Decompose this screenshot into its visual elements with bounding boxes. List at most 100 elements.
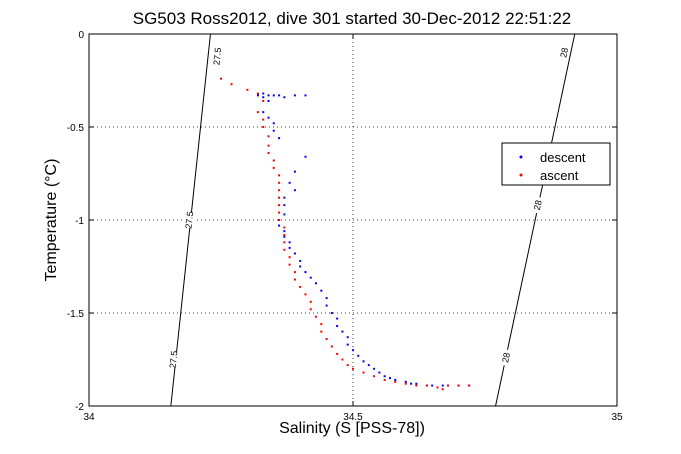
- contour-label-bg: [531, 196, 545, 214]
- legend-descent-marker: [519, 155, 523, 159]
- contour-label: 27.5: [168, 350, 180, 368]
- ascent-point: [425, 384, 428, 387]
- ascent-point: [373, 375, 376, 378]
- descent-point: [378, 371, 381, 374]
- ascent-point: [468, 384, 471, 387]
- contour-label-bg: [167, 351, 180, 368]
- ascent-point: [309, 308, 312, 311]
- ascent-point: [325, 338, 328, 341]
- descent-point: [357, 354, 360, 357]
- descent-point: [283, 230, 286, 233]
- descent-point: [278, 94, 281, 97]
- ascent-point: [309, 300, 312, 303]
- ascent-point: [394, 380, 397, 383]
- descent-point: [299, 259, 302, 262]
- descent-point: [256, 94, 259, 97]
- descent-point: [346, 336, 349, 339]
- descent-point: [293, 170, 296, 173]
- descent-point: [267, 99, 270, 102]
- descent-point: [267, 94, 270, 97]
- descent-point: [283, 213, 286, 216]
- descent-point: [262, 111, 265, 114]
- descent-point: [288, 246, 291, 249]
- descent-point: [304, 155, 307, 158]
- ascent-point: [278, 219, 281, 221]
- ascent-point: [267, 135, 270, 138]
- descent-point: [394, 378, 397, 381]
- ascent-point: [262, 99, 265, 102]
- ascent-point: [447, 384, 450, 387]
- ascent-point: [246, 88, 249, 91]
- descent-point: [272, 94, 275, 97]
- ascent-point: [288, 263, 291, 266]
- descent-point: [283, 204, 286, 207]
- ascent-point: [362, 371, 365, 374]
- descent-point: [309, 276, 312, 279]
- ascent-point: [283, 241, 286, 244]
- descent-point: [272, 129, 275, 132]
- legend-ascent-marker: [519, 173, 523, 177]
- descent-point: [262, 96, 265, 99]
- ascent-point: [293, 271, 296, 274]
- ascent-point: [436, 386, 439, 389]
- descent-point: [320, 289, 323, 292]
- legend: descent ascent: [501, 142, 611, 186]
- x-axis-ticks: 34 34.5 35: [83, 34, 623, 423]
- descent-point: [283, 196, 286, 199]
- contour-label: 27.5: [183, 211, 195, 229]
- descent-point: [315, 282, 318, 285]
- ascent-point: [320, 323, 323, 326]
- contour-label-bg: [183, 211, 196, 229]
- descent-point: [304, 271, 307, 274]
- contour-label: 28: [532, 199, 544, 211]
- descent-point: [346, 343, 349, 346]
- chart-title: SG503 Ross2012, dive 301 started 30-Dec-…: [133, 9, 572, 28]
- contour-label-bg: [557, 43, 571, 62]
- ascent-point: [457, 384, 460, 387]
- ascent-point: [299, 285, 302, 288]
- descent-point: [267, 116, 270, 119]
- descent-point: [341, 330, 344, 333]
- y-tick-label: 0: [78, 30, 84, 41]
- descent-point: [272, 122, 275, 125]
- ascent-point: [293, 278, 296, 281]
- descent-point: [325, 297, 328, 300]
- x-tick-label: 34: [83, 412, 95, 423]
- ascent-point: [404, 382, 407, 385]
- ascent-point: [383, 378, 386, 381]
- legend-descent-label: descent: [540, 150, 586, 165]
- y-tick-label: -1: [75, 216, 84, 227]
- descent-point: [304, 94, 307, 97]
- ascent-point: [315, 315, 318, 318]
- x-axis-label: Salinity (S [PSS-78]): [279, 420, 425, 437]
- ascent-point: [304, 293, 307, 296]
- grid-lines: [89, 34, 617, 406]
- y-tick-label: -1.5: [67, 309, 85, 320]
- ascent-point: [283, 248, 286, 251]
- ascent-point: [262, 118, 265, 121]
- ascent-point: [272, 166, 275, 169]
- descent-point: [330, 312, 333, 314]
- descent-point: [283, 96, 286, 99]
- contour-label: 28: [500, 352, 512, 364]
- y-tick-label: -0.5: [67, 123, 85, 134]
- descent-point: [288, 241, 291, 244]
- ascent-point: [267, 152, 270, 155]
- x-tick-label: 34.5: [343, 412, 363, 423]
- legend-box: [501, 142, 611, 186]
- y-axis-label: Temperature (°C): [43, 159, 60, 282]
- ascent-point: [330, 345, 333, 348]
- ascent-point: [262, 126, 265, 128]
- descent-point: [325, 304, 328, 307]
- descent-point: [410, 382, 413, 385]
- ascent-point: [415, 384, 418, 387]
- descent-point: [404, 380, 407, 383]
- ascent-point: [267, 144, 270, 147]
- ascent-point: [278, 211, 281, 214]
- descent-point: [293, 252, 296, 255]
- descent-point: [293, 189, 296, 192]
- descent-point: [441, 384, 444, 387]
- ascent-point: [278, 204, 281, 207]
- descent-point: [336, 317, 339, 320]
- ascent-point: [283, 226, 286, 229]
